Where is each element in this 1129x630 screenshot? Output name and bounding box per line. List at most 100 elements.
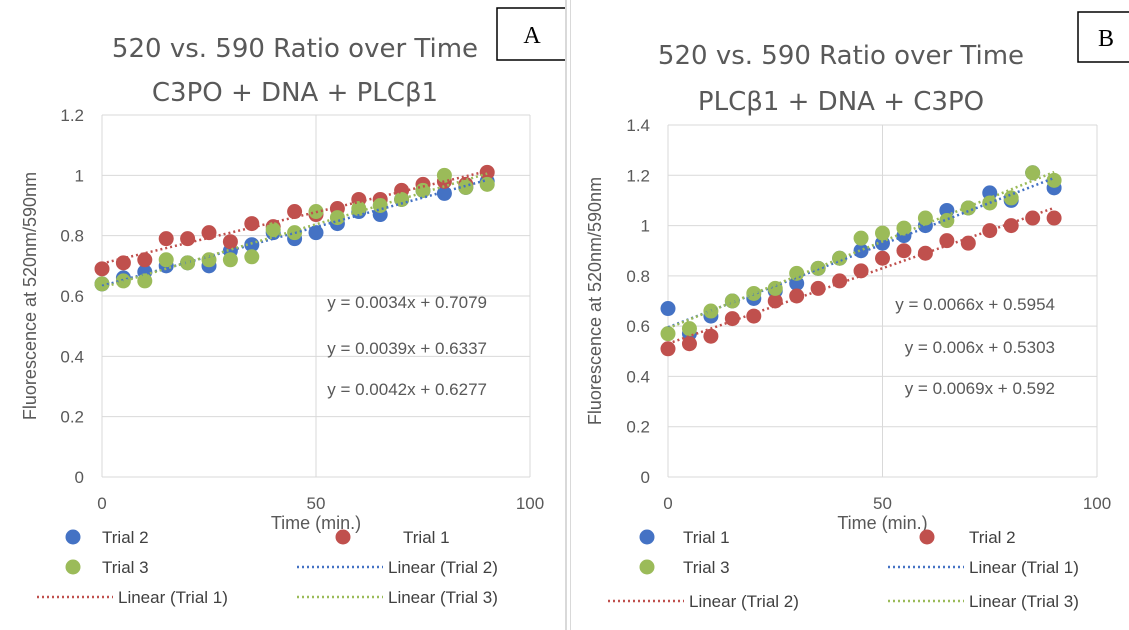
trendline — [101, 169, 488, 265]
data-point — [244, 249, 260, 265]
data-point — [1046, 210, 1062, 226]
trendline — [101, 178, 488, 288]
data-point — [180, 231, 196, 247]
y-tick-label: 1 — [641, 217, 650, 236]
legend-marker — [639, 529, 655, 545]
chart-b: B 520 vs. 590 Ratio over Time PLCβ1 + DNA … — [585, 11, 1129, 611]
legend-label: Linear (Trial 3) — [388, 588, 498, 607]
data-point — [853, 243, 869, 259]
data-point — [939, 233, 955, 249]
data-point — [724, 293, 740, 309]
data-point — [789, 265, 805, 281]
data-point — [308, 225, 324, 241]
y-tick-label: 0.6 — [626, 317, 650, 336]
badge-label: B — [1098, 26, 1114, 52]
data-point — [287, 225, 303, 241]
x-tick-label: 50 — [307, 494, 326, 513]
data-point — [479, 176, 495, 192]
y-tick-label: 0.6 — [60, 287, 84, 306]
data-point — [158, 231, 174, 247]
data-point — [810, 280, 826, 296]
data-point — [1046, 172, 1062, 188]
y-tick-label: 0.2 — [60, 408, 84, 427]
legend-label: Trial 3 — [683, 558, 730, 577]
x-tick-label: 100 — [1083, 494, 1111, 513]
y-tick-label: 0.2 — [626, 418, 650, 437]
y-tick-label: 0 — [641, 468, 650, 487]
y-tick-label: 1.2 — [60, 106, 84, 125]
chart-a: A 520 vs. 590 Ratio over Time C3PO + DNA +… — [20, 7, 565, 607]
legend-label: Linear (Trial 3) — [969, 592, 1079, 611]
trendline-equation: y = 0.0069x + 0.592 — [905, 379, 1055, 398]
legend-marker — [65, 559, 81, 575]
data-point — [436, 185, 452, 201]
legend-label: Linear (Trial 2) — [388, 558, 498, 577]
data-point — [436, 167, 452, 183]
y-tick-label: 1 — [75, 166, 84, 185]
legend-label: Linear (Trial 1) — [969, 558, 1079, 577]
y-tick-label: 0.4 — [60, 347, 84, 366]
legend-label: Linear (Trial 2) — [689, 592, 799, 611]
x-axis-label: Time (min.) — [271, 513, 361, 533]
data-point — [703, 328, 719, 344]
data-point — [875, 250, 890, 266]
data-point — [660, 326, 676, 342]
x-tick-label: 100 — [516, 494, 544, 513]
data-point — [767, 280, 783, 296]
data-point — [960, 235, 976, 251]
data-point — [746, 285, 762, 301]
data-point — [265, 222, 281, 238]
trendline-equation: y = 0.0034x + 0.7079 — [327, 293, 487, 312]
y-tick-label: 0.4 — [626, 367, 650, 386]
badge-box — [496, 7, 565, 61]
trendline-equation: y = 0.0042x + 0.6277 — [327, 380, 487, 399]
y-tick-label: 0.8 — [626, 267, 650, 286]
data-point — [853, 230, 869, 246]
legend-label: Trial 3 — [102, 558, 149, 577]
data-point — [917, 210, 933, 226]
data-point — [244, 216, 260, 232]
data-point — [917, 245, 933, 261]
data-point — [115, 255, 131, 271]
data-point — [180, 255, 196, 271]
badge-label: A — [523, 23, 541, 49]
trendline — [667, 206, 1055, 345]
trendline — [667, 176, 1055, 329]
trendline-equation: y = 0.0066x + 0.5954 — [895, 295, 1055, 314]
data-point — [681, 336, 697, 352]
data-point — [94, 276, 110, 292]
trendline-equation: y = 0.006x + 0.5303 — [905, 338, 1055, 357]
data-point — [853, 263, 869, 279]
data-point — [1003, 218, 1019, 234]
data-point — [960, 200, 976, 216]
legend-label: Linear (Trial 1) — [118, 588, 228, 607]
data-point — [767, 293, 783, 309]
y-tick-label: 1.4 — [626, 116, 650, 135]
data-point — [896, 220, 912, 236]
y-tick-label: 0 — [75, 468, 84, 487]
y-axis-label: Fluorescence at 520nm/590nm — [20, 172, 40, 420]
data-point — [789, 288, 805, 304]
data-point — [681, 321, 697, 337]
x-tick-label: 0 — [97, 494, 106, 513]
y-axis-label: Fluorescence at 520nm/590nm — [585, 177, 605, 425]
y-tick-label: 1.2 — [626, 166, 650, 185]
data-point — [875, 225, 890, 241]
data-point — [660, 301, 676, 317]
badge-box — [1077, 11, 1129, 63]
data-point — [746, 308, 762, 324]
data-point — [982, 195, 998, 211]
data-point — [1025, 165, 1041, 181]
legend-marker — [335, 529, 351, 545]
data-point — [201, 225, 217, 241]
chart-subtitle: C3PO + DNA + PLCβ1 — [152, 78, 438, 108]
x-tick-label: 0 — [663, 494, 672, 513]
chart-panel-b: B 520 vs. 590 Ratio over Time PLCβ1 + DNA … — [570, 0, 1129, 630]
data-point — [896, 243, 912, 259]
data-point — [351, 201, 367, 217]
legend-marker — [919, 529, 935, 545]
data-point — [394, 191, 410, 207]
data-point — [94, 261, 110, 277]
trendline — [101, 172, 488, 289]
legend-label: Trial 2 — [969, 528, 1016, 547]
